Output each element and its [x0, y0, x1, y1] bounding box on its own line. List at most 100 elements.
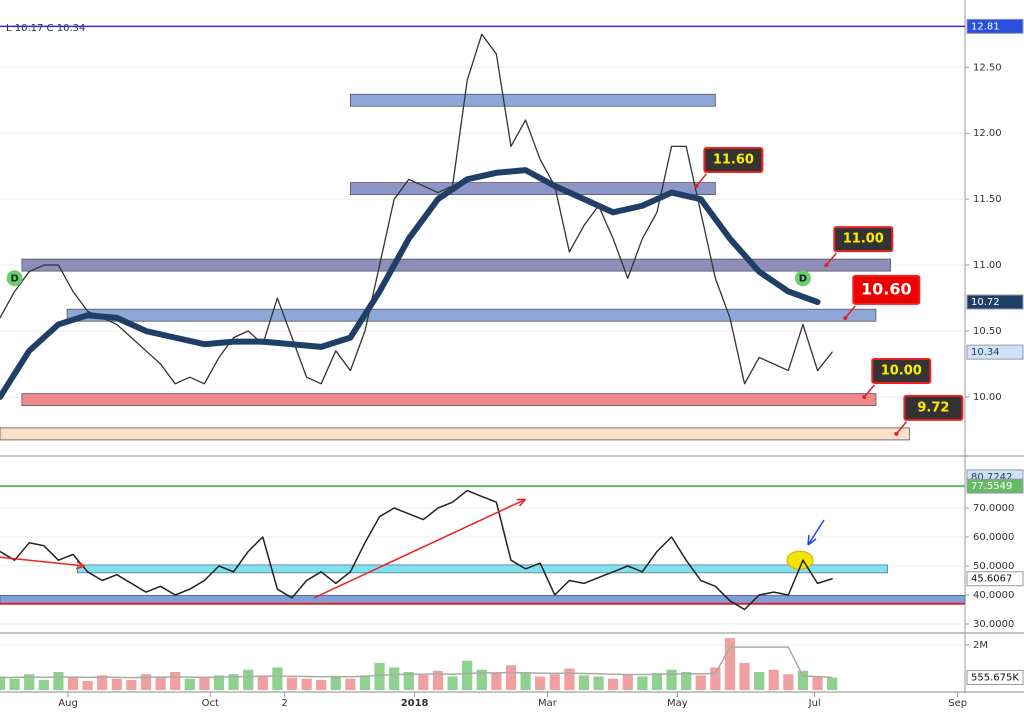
annotation-label: 9.72 [917, 400, 949, 415]
event-marker-label: D [10, 273, 18, 284]
zone [66, 308, 877, 322]
volume-bar [564, 668, 575, 690]
volume-bar [593, 676, 604, 690]
annotation-pointer [863, 384, 875, 398]
price-tag [966, 18, 1024, 34]
price-tag-label: 45.6067 [971, 574, 1012, 585]
volume-bar [126, 679, 137, 690]
price-tag [966, 344, 1024, 360]
volume-bar [491, 673, 502, 690]
x-tick-label: 2018 [401, 698, 429, 709]
y-tick-label: 10.50 [973, 326, 1002, 337]
series-line [0, 167, 821, 400]
volume-bar [97, 675, 108, 690]
volume-bar [666, 669, 677, 690]
volume-bar [710, 667, 721, 690]
volume-bar [724, 638, 736, 690]
volume-bar [243, 669, 254, 690]
volume-bar [257, 676, 268, 690]
volume-bar [213, 675, 225, 690]
x-tick-label: 2 [281, 698, 287, 709]
annotation-box [871, 357, 932, 384]
volume-average [0, 646, 833, 679]
event-marker-label: D [799, 273, 807, 284]
volume-bar [82, 680, 93, 690]
volume-bar [783, 674, 794, 690]
price-tag-label: 555.675K [971, 672, 1019, 683]
y-tick-label: 70.0000 [973, 503, 1014, 514]
volume-bar [462, 660, 473, 690]
volume-bar [651, 673, 663, 690]
zone [21, 258, 891, 272]
event-marker [6, 270, 23, 287]
volume-bar [681, 671, 692, 690]
price-tag [966, 571, 1024, 587]
volume-bar [797, 670, 809, 690]
event-marker [794, 270, 811, 287]
volume-bar [827, 677, 838, 690]
band [0, 595, 966, 604]
price-tag-label: 77.5549 [971, 481, 1012, 492]
annotation-point [862, 394, 867, 399]
volume-bar [301, 678, 312, 690]
band [77, 564, 888, 574]
x-tick-label: Mar [538, 698, 558, 709]
y-tick-label: 60.0000 [973, 532, 1014, 543]
volume-bar [184, 678, 195, 690]
zone [0, 427, 910, 441]
volume-bar [140, 674, 152, 690]
volume-bar [0, 676, 6, 690]
price-tag-label: 10.72 [971, 297, 1000, 308]
x-tick-label: Sep [948, 698, 967, 709]
volume-bar [170, 671, 181, 690]
volume-bar [622, 674, 633, 690]
volume-bar [432, 670, 444, 690]
volume-bar [403, 671, 414, 690]
trend-arrow [313, 498, 526, 599]
volume-bar [286, 677, 298, 690]
y-tick-label: 30.0000 [973, 619, 1014, 630]
price-tag-label: 12.81 [971, 21, 1000, 32]
volume-bar [578, 675, 590, 690]
volume-bar [359, 675, 371, 690]
price-tag [966, 294, 1024, 310]
zone [21, 393, 877, 407]
annotation-pointer [695, 173, 707, 187]
volume-bar [549, 674, 560, 690]
volume-bar [111, 678, 122, 690]
volume-bar [608, 678, 619, 690]
volume-bar [24, 674, 35, 690]
annotation-box [703, 146, 764, 173]
volume-bar [155, 676, 166, 690]
y-tick-label: 11.00 [973, 260, 1002, 271]
volume-bar [345, 678, 356, 690]
annotation-label: 11.00 [843, 232, 884, 247]
volume-bar [505, 665, 517, 690]
arrow-head [516, 498, 527, 507]
volume-bar [67, 677, 79, 690]
y-tick-label: 2M [973, 640, 988, 651]
series-line [0, 33, 833, 385]
annotation-box [833, 226, 894, 253]
zone [349, 93, 716, 107]
x-tick-label: May [667, 698, 688, 709]
x-tick-label: Aug [58, 698, 78, 709]
x-tick-label: Jul [808, 698, 821, 709]
volume-bar [272, 667, 283, 690]
trend-arrow [0, 556, 85, 567]
volume-bar [812, 676, 823, 690]
volume-bar [418, 674, 429, 690]
y-tick-label: 11.50 [973, 194, 1002, 205]
annotation-label: 10.60 [861, 279, 912, 298]
volume-bar [695, 675, 706, 690]
annotation-pointer [825, 252, 837, 266]
volume-bar [768, 669, 779, 690]
volume-bar [316, 679, 327, 690]
y-tick-label: 50.0000 [973, 561, 1014, 572]
annotation-point [694, 183, 699, 188]
volume-bar [754, 671, 765, 690]
volume-bar [520, 671, 531, 690]
volume-bar [447, 676, 458, 690]
annotation-pointer [895, 421, 907, 435]
